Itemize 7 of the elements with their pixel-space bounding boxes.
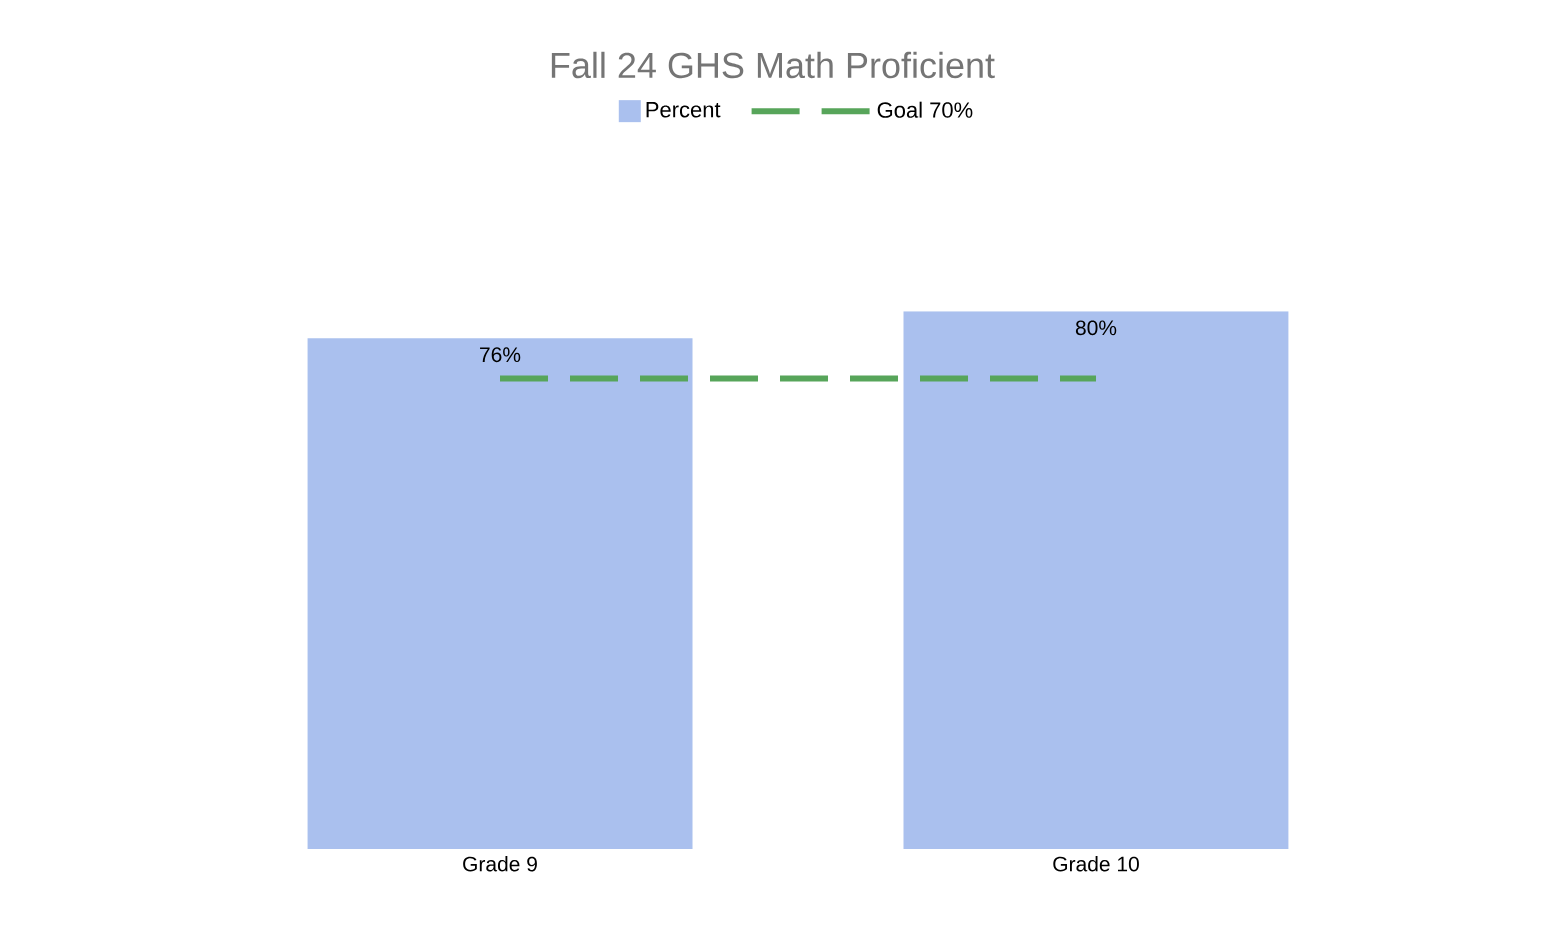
- legend-label: Percent: [646, 102, 721, 118]
- data-label: 76%: [480, 347, 521, 363]
- data-label: 80%: [1075, 320, 1117, 336]
- chart-title: Fall 24 GHS Math Proficient: [551, 51, 995, 79]
- x-tick-label: Grade 9: [463, 856, 537, 872]
- legend-label: Goal 70%: [877, 101, 973, 118]
- x-tick-label: Grade 10: [1053, 856, 1139, 872]
